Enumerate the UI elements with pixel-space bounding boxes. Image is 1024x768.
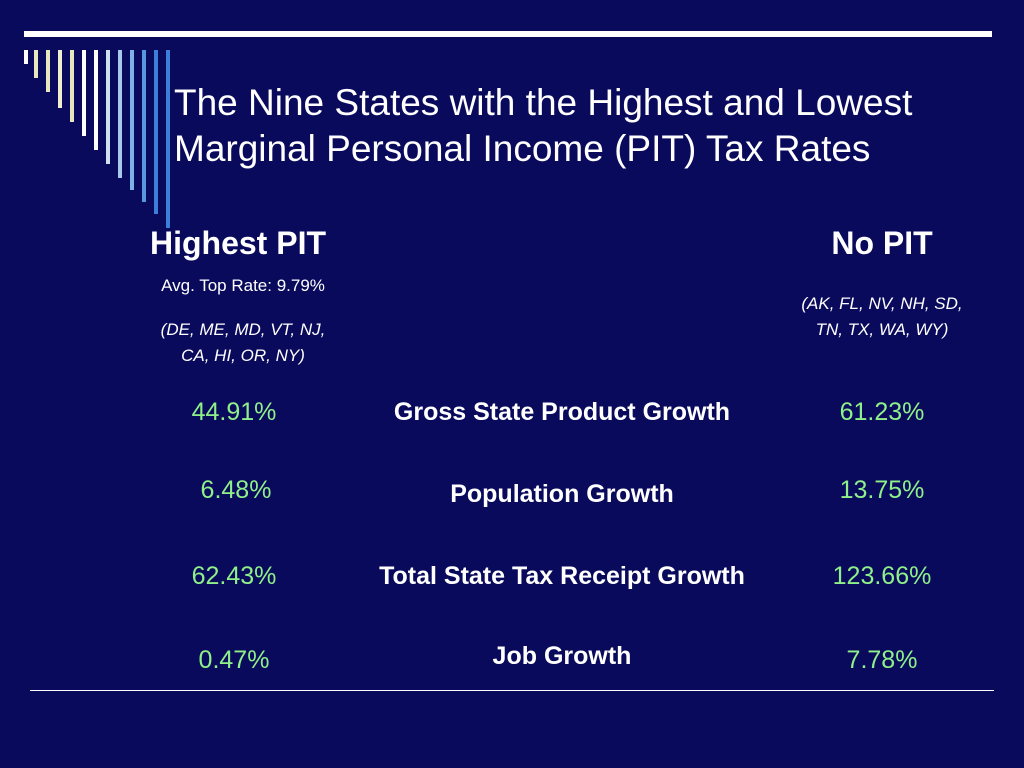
decorative-stripes xyxy=(24,50,170,228)
no-pit-value-tax-receipts: 123.66% xyxy=(832,562,932,590)
title-line-1: The Nine States with the Highest and Low… xyxy=(174,82,913,123)
no-pit-value-jobs: 7.78% xyxy=(846,646,918,674)
no-pit-value-gsp: 61.23% xyxy=(839,398,925,426)
no-pit-value-population: 13.75% xyxy=(839,476,925,504)
page-title: The Nine States with the Highest and Low… xyxy=(174,80,1014,172)
top-rule xyxy=(24,31,992,37)
highest-pit-heading: Highest PIT xyxy=(149,225,326,261)
highest-value-gsp: 44.91% xyxy=(191,398,277,426)
highest-states-line-1: (DE, ME, MD, VT, NJ, xyxy=(160,320,326,339)
metric-job-growth: Job Growth xyxy=(492,642,632,670)
metric-tax-receipt-growth: Total State Tax Receipt Growth xyxy=(379,562,745,590)
highest-value-jobs: 0.47% xyxy=(198,646,270,674)
no-pit-heading: No PIT xyxy=(831,225,933,261)
no-pit-states-line-1: (AK, FL, NV, NH, SD, xyxy=(801,294,963,313)
highest-value-tax-receipts: 62.43% xyxy=(191,562,277,590)
title-line-2: Marginal Personal Income (PIT) Tax Rates xyxy=(174,128,871,169)
highest-states-line-2: CA, HI, OR, NY) xyxy=(181,346,305,365)
bottom-rule xyxy=(30,690,994,691)
no-pit-states-line-2: TN, TX, WA, WY) xyxy=(815,320,949,339)
metric-gsp-growth: Gross State Product Growth xyxy=(393,398,731,426)
highest-value-population: 6.48% xyxy=(200,476,272,504)
avg-top-rate: Avg. Top Rate: 9.79% xyxy=(161,276,325,295)
metric-population-growth: Population Growth xyxy=(450,480,674,508)
